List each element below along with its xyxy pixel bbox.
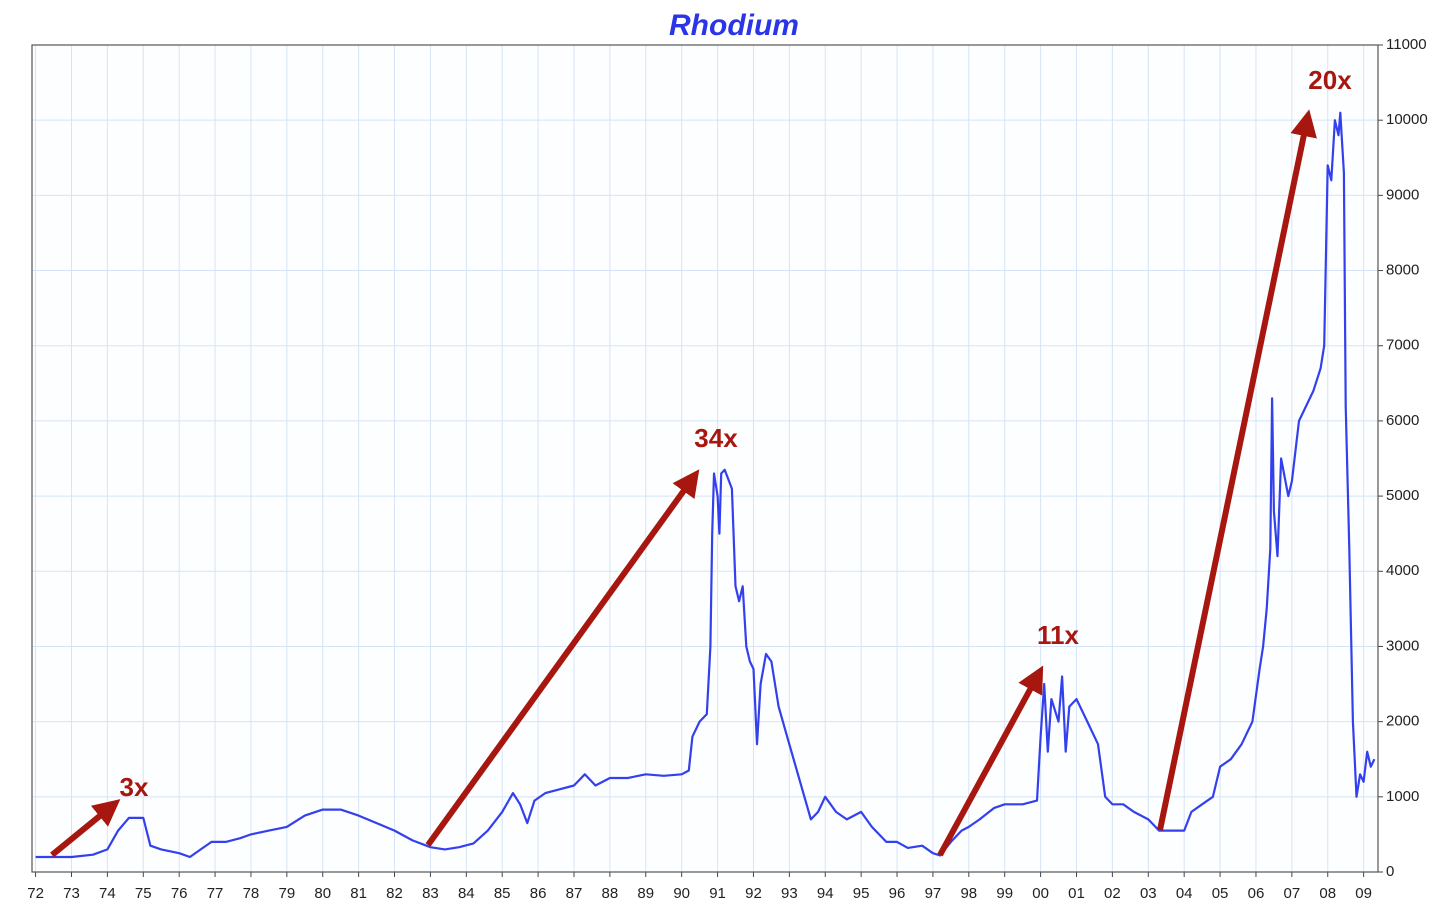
x-tick-label: 01 [1068,885,1085,902]
x-tick-label: 84 [458,885,475,902]
annotation-label: 3x [120,772,149,802]
x-tick-label: 09 [1355,885,1372,902]
y-tick-label: 0 [1386,863,1394,880]
y-tick-label: 2000 [1386,713,1419,730]
x-tick-label: 04 [1176,885,1193,902]
y-tick-label: 8000 [1386,262,1419,279]
annotation-label: 20x [1308,65,1352,95]
x-tick-label: 85 [494,885,511,902]
x-tick-label: 94 [817,885,834,902]
y-tick-label: 1000 [1386,788,1419,805]
x-tick-label: 05 [1212,885,1229,902]
x-tick-label: 81 [350,885,367,902]
x-tick-label: 88 [602,885,619,902]
x-tick-label: 76 [171,885,188,902]
x-tick-label: 90 [673,885,690,902]
x-tick-label: 83 [422,885,439,902]
y-tick-label: 4000 [1386,562,1419,579]
x-tick-label: 97 [925,885,942,902]
annotation-arrow [425,469,700,847]
x-tick-label: 73 [63,885,80,902]
x-tick-label: 07 [1284,885,1301,902]
x-tick-label: 98 [960,885,977,902]
x-tick-label: 87 [566,885,583,902]
x-tick-label: 91 [709,885,726,902]
price-line [35,111,1376,859]
annotation-arrow [1157,109,1317,831]
x-tick-label: 92 [745,885,762,902]
annotation-label: 11x [1037,620,1079,650]
x-tick-label: 82 [386,885,403,902]
x-tick-label: 86 [530,885,547,902]
plot-border [31,44,1379,873]
x-tick-label: 06 [1248,885,1265,902]
x-tick-label: 75 [135,885,152,902]
y-tick-label: 3000 [1386,637,1419,654]
x-tick-label: 74 [99,885,116,902]
y-tick-label: 9000 [1386,186,1419,203]
x-tick-label: 96 [889,885,906,902]
x-tick-label: 80 [314,885,331,902]
x-tick-label: 00 [1032,885,1049,902]
x-tick-label: 08 [1319,885,1336,902]
plot-area [32,45,1378,872]
y-tick-label: 10000 [1386,111,1428,128]
x-tick-label: 79 [278,885,295,902]
x-tick-label: 93 [781,885,798,902]
annotation-arrow [50,799,121,858]
y-tick-label: 11000 [1386,36,1427,53]
x-tick-label: 77 [207,885,224,902]
annotation-arrow [937,665,1044,857]
x-tick-label: 72 [27,885,44,902]
y-tick-label: 7000 [1386,337,1419,354]
annotation-label: 34x [694,423,738,453]
y-tick-label: 6000 [1386,412,1419,429]
x-tick-label: 99 [996,885,1013,902]
x-tick-label: 03 [1140,885,1157,902]
x-tick-label: 78 [243,885,260,902]
x-tick-label: 02 [1104,885,1121,902]
x-tick-label: 89 [637,885,654,902]
y-tick-label: 5000 [1386,487,1419,504]
chart-title: Rhodium [669,9,799,42]
x-tick-label: 95 [853,885,870,902]
